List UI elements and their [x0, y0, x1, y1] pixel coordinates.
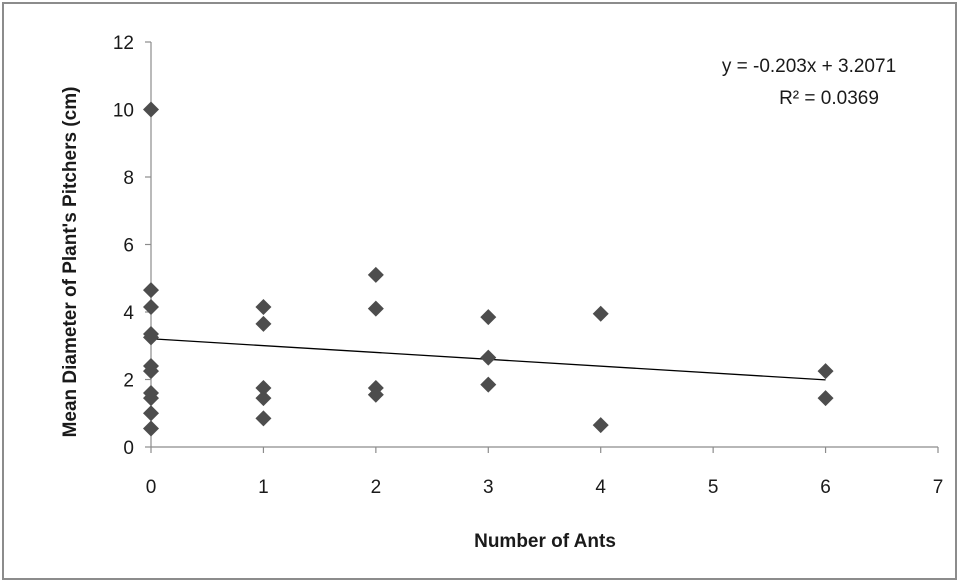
data-point — [143, 282, 159, 299]
data-point — [143, 329, 159, 346]
data-point — [367, 266, 384, 283]
x-axis-title: Number of Ants — [474, 531, 616, 552]
data-point — [367, 300, 384, 317]
data-point — [592, 305, 609, 322]
data-point — [143, 405, 159, 422]
data-points — [143, 101, 834, 437]
x-tick-label: 6 — [820, 477, 831, 498]
data-point — [480, 376, 497, 393]
y-tick-label: 2 — [123, 371, 134, 392]
y-tick-label: 8 — [123, 168, 134, 189]
trendline-equation: y = -0.203x + 3.2071 — [722, 56, 896, 77]
data-point — [143, 390, 159, 407]
x-tick-label: 4 — [595, 477, 606, 498]
y-tick-label: 4 — [123, 303, 134, 324]
data-point — [480, 309, 497, 326]
data-point — [143, 363, 159, 380]
data-point — [255, 315, 272, 332]
y-axis-title: Mean Diameter of Plant's Pitchers (cm) — [60, 87, 81, 438]
data-point — [480, 349, 497, 366]
chart-frame: 0 2 4 6 8 10 12 0 1 2 3 4 5 6 7 y = -0.203x + 3.2071 R… — [2, 2, 957, 580]
data-point — [255, 390, 272, 407]
data-point — [143, 420, 159, 437]
data-point — [367, 386, 384, 403]
x-tick-label: 1 — [258, 477, 269, 498]
y-tick-label: 0 — [123, 438, 134, 459]
x-tick-label: 7 — [933, 477, 944, 498]
data-point — [592, 417, 609, 434]
data-point — [255, 298, 272, 315]
x-tick-label: 2 — [371, 477, 382, 498]
x-tick-label: 5 — [708, 477, 719, 498]
y-tick-label: 10 — [113, 101, 134, 122]
data-point — [255, 410, 272, 427]
y-tick-label: 12 — [113, 33, 134, 54]
x-tick-label: 0 — [146, 477, 157, 498]
trendline-r-squared: R² = 0.0369 — [779, 88, 879, 109]
data-point — [143, 101, 159, 118]
data-point — [817, 363, 834, 380]
x-tick-label: 3 — [483, 477, 494, 498]
data-point — [143, 298, 159, 315]
y-tick-label: 6 — [123, 236, 134, 257]
data-point — [817, 390, 834, 407]
